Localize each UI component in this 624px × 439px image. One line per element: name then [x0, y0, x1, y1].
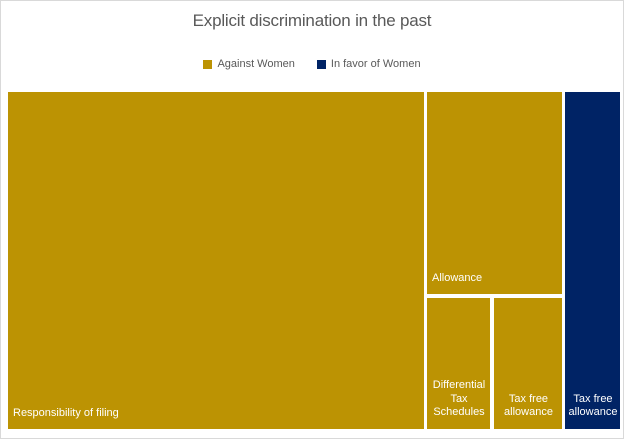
legend-swatch-against-women-icon	[203, 59, 213, 69]
legend-swatch-in-favor-of-women-icon	[316, 59, 326, 69]
treemap-node-tax-free-allowance[interactable]: Tax free allowance	[565, 92, 620, 429]
treemap-node-allowance[interactable]: Allowance	[427, 92, 562, 294]
legend-item-against-women[interactable]: Against Women	[203, 58, 295, 70]
treemap-node-label: Schedules	[433, 406, 485, 419]
legend: Against Women In favor of Women	[1, 58, 623, 70]
treemap-node-label: Tax free	[573, 392, 613, 405]
treemap-node-label: allowance	[568, 406, 618, 419]
legend-label-in-favor-of-women: In favor of Women	[330, 58, 421, 70]
treemap-node-tax-free-allowance[interactable]: Tax free allowance	[494, 298, 562, 429]
legend-label-against-women: Against Women	[217, 58, 295, 70]
treemap-node-differential-tax-schedules[interactable]: Differential Tax Schedules	[427, 298, 490, 429]
treemap-node-label: allowance	[504, 406, 553, 419]
chart-title: Explicit discrimination in the past	[192, 11, 432, 30]
treemap-node-responsibility-of-filing[interactable]: Responsibility of filing	[8, 92, 424, 429]
treemap-node-label: Allowance	[432, 272, 483, 285]
treemap-node-label: Responsibility of filing	[13, 407, 119, 420]
treemap: Responsibility of filing Allowance Differe…	[8, 92, 620, 429]
legend-item-in-favor-of-women[interactable]: In favor of Women	[316, 58, 421, 70]
treemap-node-label: Tax	[450, 392, 468, 405]
treemap-node-label: Tax free	[508, 392, 549, 405]
treemap-node-label: Differential	[432, 378, 486, 391]
